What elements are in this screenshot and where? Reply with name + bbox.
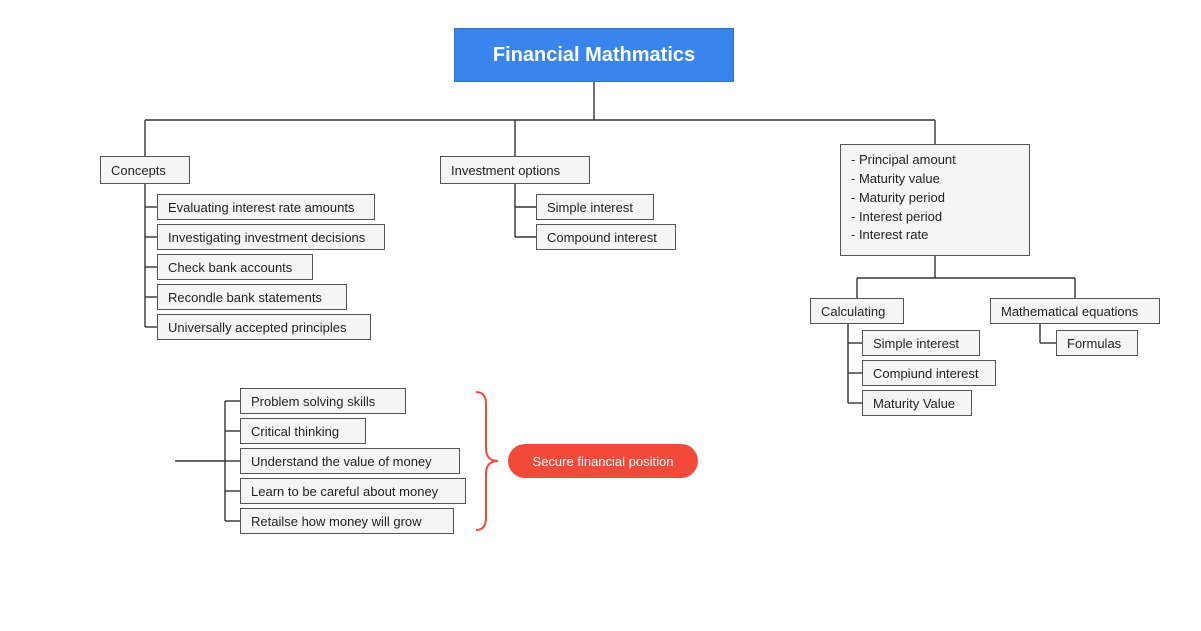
- node-label: Learn to be careful about money: [251, 484, 438, 499]
- node-label: Investigating investment decisions: [168, 230, 365, 245]
- principal-line: - Maturity value: [851, 170, 1019, 189]
- pill-secure-financial-position: Secure financial position: [508, 444, 698, 478]
- node-label: Calculating: [821, 304, 885, 319]
- node-label: Recondle bank statements: [168, 290, 322, 305]
- node-label: Formulas: [1067, 336, 1121, 351]
- node-investment-options: Investment options: [440, 156, 590, 184]
- node-concepts-child: Evaluating interest rate amounts: [157, 194, 375, 220]
- principal-line: - Interest rate: [851, 226, 1019, 245]
- node-skill: Problem solving skills: [240, 388, 406, 414]
- node-label: Critical thinking: [251, 424, 339, 439]
- node-skill: Understand the value of money: [240, 448, 460, 474]
- node-label: Evaluating interest rate amounts: [168, 200, 354, 215]
- node-concepts-child: Check bank accounts: [157, 254, 313, 280]
- node-label: Compiund interest: [873, 366, 979, 381]
- node-math-equations: Mathematical equations: [990, 298, 1160, 324]
- node-skill: Critical thinking: [240, 418, 366, 444]
- pill-label: Secure financial position: [533, 454, 674, 469]
- node-label: Investment options: [451, 163, 560, 178]
- node-concepts-child: Investigating investment decisions: [157, 224, 385, 250]
- node-skill: Learn to be careful about money: [240, 478, 466, 504]
- node-concepts-child: Recondle bank statements: [157, 284, 347, 310]
- node-concepts: Concepts: [100, 156, 190, 184]
- node-label: Compound interest: [547, 230, 657, 245]
- node-label: Universally accepted principles: [168, 320, 346, 335]
- diagram-stage: { "type": "tree", "background_color": "#…: [0, 0, 1201, 631]
- root-node: Financial Mathmatics: [454, 28, 734, 82]
- node-label: Simple interest: [873, 336, 959, 351]
- root-label: Financial Mathmatics: [493, 44, 695, 67]
- node-principal-list: - Principal amount - Maturity value - Ma…: [840, 144, 1030, 256]
- node-label: Simple interest: [547, 200, 633, 215]
- node-invest-child: Simple interest: [536, 194, 654, 220]
- node-label: Problem solving skills: [251, 394, 375, 409]
- principal-line: - Principal amount: [851, 151, 1019, 170]
- node-label: Maturity Value: [873, 396, 955, 411]
- node-label: Mathematical equations: [1001, 304, 1138, 319]
- node-calculating-child: Simple interest: [862, 330, 980, 356]
- node-calculating-child: Compiund interest: [862, 360, 996, 386]
- node-label: Concepts: [111, 163, 166, 178]
- node-calculating: Calculating: [810, 298, 904, 324]
- node-invest-child: Compound interest: [536, 224, 676, 250]
- node-calculating-child: Maturity Value: [862, 390, 972, 416]
- node-meq-child: Formulas: [1056, 330, 1138, 356]
- node-label: Retailse how money will grow: [251, 514, 422, 529]
- principal-line: - Interest period: [851, 208, 1019, 227]
- node-label: Understand the value of money: [251, 454, 432, 469]
- principal-line: - Maturity period: [851, 189, 1019, 208]
- node-skill: Retailse how money will grow: [240, 508, 454, 534]
- node-concepts-child: Universally accepted principles: [157, 314, 371, 340]
- node-label: Check bank accounts: [168, 260, 292, 275]
